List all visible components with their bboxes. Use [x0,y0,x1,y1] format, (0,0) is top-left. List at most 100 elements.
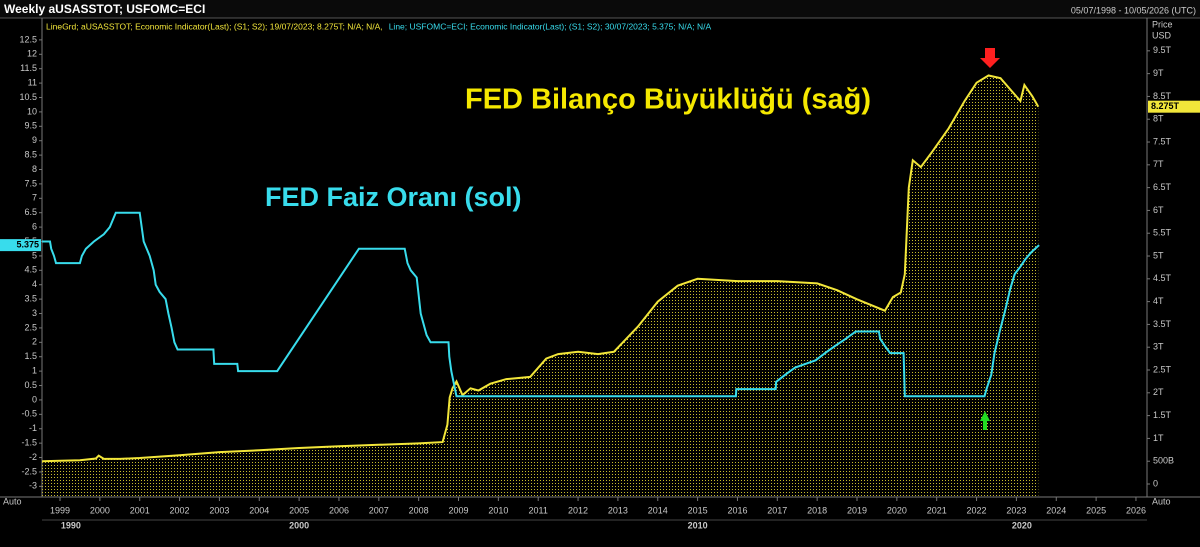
y-tick-label: -2 [29,452,37,462]
y-tick-label: 0 [32,394,37,404]
y-tick-label: 6.5 [24,207,37,217]
y-tick-label: 12.5 [19,34,37,44]
y2-tick-label: 3T [1153,342,1164,352]
x-tick-label: 2023 [1006,505,1026,515]
y-tick-label: -1 [29,423,37,433]
legend-entry: Line; USFOMC=ECI; Economic Indicator(Las… [389,21,712,31]
y-tick-label: 7.5 [24,178,37,188]
y-tick-label: -3 [29,481,37,491]
left-scale-mode: Auto [3,496,22,506]
x-tick-label: 2026 [1126,505,1146,515]
y2-tick-label: 4.5T [1153,273,1172,283]
y2-tick-label: 2T [1153,387,1164,397]
y-tick-label: 1 [32,366,37,376]
y-tick-label: 9 [32,135,37,145]
date-range: 05/07/1998 - 10/05/2026 (UTC) [1071,5,1196,15]
area-fill [42,75,1039,497]
x-tick-label: 2021 [927,505,947,515]
header-bar [0,0,1200,18]
x-tick-label: 2008 [409,505,429,515]
liftoff-arrow [980,411,990,430]
x-tick-label: 2005 [289,505,309,515]
y-tick-label: 2.5 [24,322,37,332]
annotation: FED Bilanço Büyüklüğü (sağ) [465,84,871,116]
x-tick-label: 2014 [648,505,668,515]
x-tick-label: 2012 [568,505,588,515]
y-tick-label: -1.5 [21,438,37,448]
y-tick-label: 12 [27,49,37,59]
decade-label: 1990 [61,520,81,530]
y2-tick-label: 6T [1153,205,1164,215]
last-value-tag [1148,100,1200,113]
y2-tick-label: 5.5T [1153,228,1172,238]
y2-unit: USD [1152,30,1172,40]
chart-title: Weekly aUSASSTOT; USFOMC=ECI [4,2,205,16]
y-tick-label: 7 [32,193,37,203]
y-tick-label: 3 [32,308,37,318]
decade-label: 2020 [1012,520,1032,530]
x-tick-label: 2006 [329,505,349,515]
y-tick-label: 11.5 [20,63,37,73]
y-tick-label: 2 [32,337,37,347]
y-tick-label: 0.5 [24,380,37,390]
x-tick-label: 2024 [1046,505,1066,515]
y2-tick-label: 500B [1153,456,1174,466]
y-tick-label: 3.5 [24,293,37,303]
y-tick-label: 9.5 [24,121,37,131]
y2-tick-label: 1.5T [1153,410,1172,420]
y2-tick-label: 0 [1153,478,1158,488]
x-tick-label: 2011 [529,505,548,515]
y2-tick-label: 5T [1153,250,1164,260]
last-value-label: 5.375 [16,239,39,249]
y-tick-label: -2.5 [21,466,37,476]
y2-tick-label: 9.5T [1153,45,1172,55]
y2-unit: Price [1152,19,1173,29]
y2-tick-label: 9T [1153,68,1164,78]
y-tick-label: -0.5 [21,409,37,419]
x-tick-label: 2003 [209,505,229,515]
x-tick-label: 1999 [50,505,70,515]
x-tick-label: 2002 [170,505,190,515]
series-line [42,211,1040,398]
x-tick-label: 2022 [967,505,987,515]
y-tick-label: 10 [27,106,37,116]
y2-tick-label: 2.5T [1153,364,1172,374]
y-tick-label: 1.5 [24,351,37,361]
y2-tick-label: 8T [1153,114,1164,124]
y-tick-label: 8.5 [24,149,37,159]
y-tick-label: 4.5 [24,265,37,275]
last-value-label: 8.275T [1151,101,1180,111]
x-tick-label: 2007 [369,505,389,515]
y2-tick-label: 7T [1153,159,1164,169]
y2-tick-label: 7.5T [1153,136,1172,146]
plot-area [42,74,1040,497]
y2-tick-label: 8.5T [1153,91,1172,101]
y2-tick-label: 3.5T [1153,319,1172,329]
x-tick-label: 2004 [249,505,269,515]
y-tick-label: 11 [28,77,37,87]
x-tick-label: 2018 [807,505,827,515]
series-line [42,74,1040,463]
x-tick-label: 2015 [688,505,708,515]
last-value-tag [0,239,41,252]
x-tick-label: 2000 [90,505,110,515]
y-tick-label: 5 [32,250,37,260]
x-tick-label: 2025 [1086,505,1106,515]
y-tick-label: 10.5 [19,92,37,102]
decade-label: 2000 [289,520,309,530]
y2-tick-label: 6.5T [1153,182,1172,192]
y-tick-label: 6 [32,221,37,231]
decade-label: 2010 [688,520,708,530]
y-tick-label: 4 [32,279,37,289]
right-scale-mode: Auto [1152,496,1171,506]
x-tick-label: 2010 [488,505,508,515]
legend-entry: LineGrd; aUSASSTOT; Economic Indicator(L… [46,21,383,31]
x-tick-label: 2001 [130,505,150,515]
x-tick-label: 2016 [727,505,747,515]
x-tick-label: 2019 [847,505,867,515]
x-tick-label: 2009 [448,505,468,515]
x-tick-label: 2017 [767,505,787,515]
y-tick-label: 8 [32,164,37,174]
peak-arrow [980,48,1000,68]
